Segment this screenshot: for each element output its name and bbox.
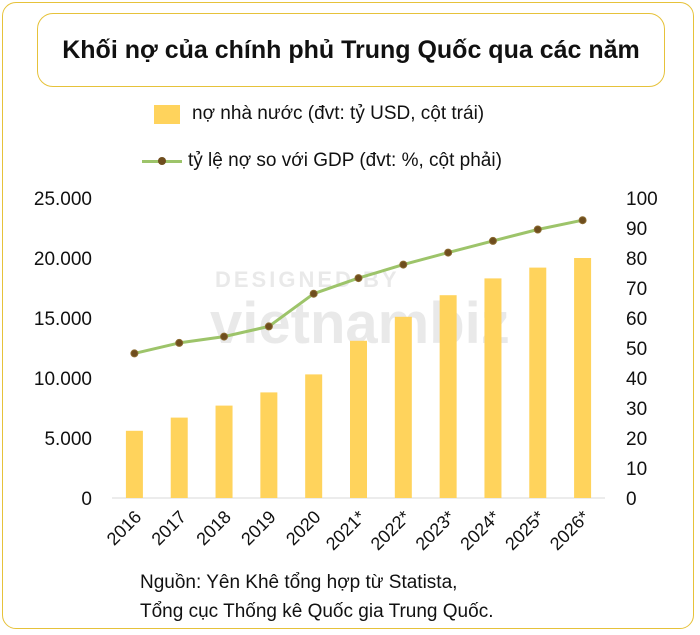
- line-point: [533, 225, 542, 234]
- x-tick-label: 2019: [237, 507, 279, 549]
- bar: [260, 392, 278, 498]
- y-left-tick-label: 25.000: [34, 189, 92, 210]
- y-right-tick-label: 70: [626, 279, 647, 300]
- legend-item-ratio: tỷ lệ nợ so với GDP (đvt: %, cột phải): [142, 150, 502, 172]
- legend-item-debt: nợ nhà nước (đvt: tỷ USD, cột trái): [154, 103, 484, 125]
- y-right-tick-label: 100: [626, 189, 658, 210]
- bar: [350, 340, 367, 498]
- y-right-tick-label: 80: [626, 249, 647, 270]
- bar: [170, 417, 188, 498]
- y-left-tick-label: 10.000: [34, 369, 92, 390]
- line-point: [264, 322, 273, 331]
- y-left-tick-label: 5.000: [44, 429, 92, 450]
- bar: [394, 316, 412, 498]
- chart-frame: [2, 2, 694, 629]
- line-point: [354, 274, 363, 283]
- bar: [125, 430, 143, 498]
- x-tick-label: 2017: [148, 507, 190, 549]
- bar: [215, 405, 233, 498]
- y-left-tick-label: 0: [81, 489, 92, 510]
- chart-title: Khối nợ của chính phủ Trung Quốc qua các…: [62, 35, 640, 64]
- source-line-2: Tổng cục Thống kê Quốc gia Trung Quốc.: [140, 601, 494, 622]
- bar: [529, 267, 547, 498]
- bar: [439, 295, 457, 498]
- title-box: Khối nợ của chính phủ Trung Quốc qua các…: [37, 13, 665, 87]
- chart-plot: DESIGNED BY vietnambiz 05.00010.00015.00…: [34, 189, 658, 554]
- y-left-tick-label: 20.000: [34, 249, 92, 270]
- line-point: [399, 260, 408, 269]
- bar: [305, 374, 323, 498]
- legend-swatch-bar: [154, 104, 180, 124]
- x-tick-label: 2018: [192, 507, 234, 549]
- x-tick-label: 2016: [103, 507, 145, 549]
- x-tick-label: 2023*: [412, 507, 459, 554]
- x-tick-label: 2021*: [322, 507, 369, 554]
- x-tick-label: 2022*: [367, 507, 414, 554]
- watermark-line1: DESIGNED BY: [215, 267, 400, 292]
- legend-label-debt: nợ nhà nước (đvt: tỷ USD, cột trái): [192, 103, 485, 124]
- line-point: [130, 349, 139, 358]
- legend-label-ratio: tỷ lệ nợ so với GDP (đvt: %, cột phải): [188, 150, 502, 171]
- legend-swatch-line: [142, 156, 182, 166]
- source-line-1: Nguồn: Yên Khê tổng hợp từ Statista,: [140, 572, 458, 593]
- line-point: [578, 216, 587, 225]
- source-note: Nguồn: Yên Khê tổng hợp từ Statista, Tổn…: [140, 568, 493, 626]
- x-tick-label: 2026*: [546, 507, 593, 554]
- x-tick-label: 2024*: [456, 507, 503, 554]
- bar: [484, 278, 502, 498]
- x-tick-label: 2020: [282, 507, 324, 549]
- bar: [574, 258, 592, 498]
- y-right-tick-label: 40: [626, 369, 647, 390]
- y-right-tick-label: 20: [626, 429, 647, 450]
- x-tick-label: 2025*: [501, 507, 548, 554]
- y-right-tick-label: 10: [626, 459, 647, 480]
- line-point: [175, 338, 184, 347]
- y-right-tick-label: 60: [626, 309, 647, 330]
- y-right-tick-label: 0: [626, 489, 637, 510]
- line-point: [220, 332, 229, 341]
- line-point: [309, 289, 318, 298]
- y-left-tick-label: 15.000: [34, 309, 92, 330]
- line-point: [444, 248, 453, 257]
- y-right-tick-label: 50: [626, 339, 647, 360]
- y-right-tick-label: 90: [626, 219, 647, 240]
- y-right-tick-label: 30: [626, 399, 647, 420]
- line-point: [488, 236, 497, 245]
